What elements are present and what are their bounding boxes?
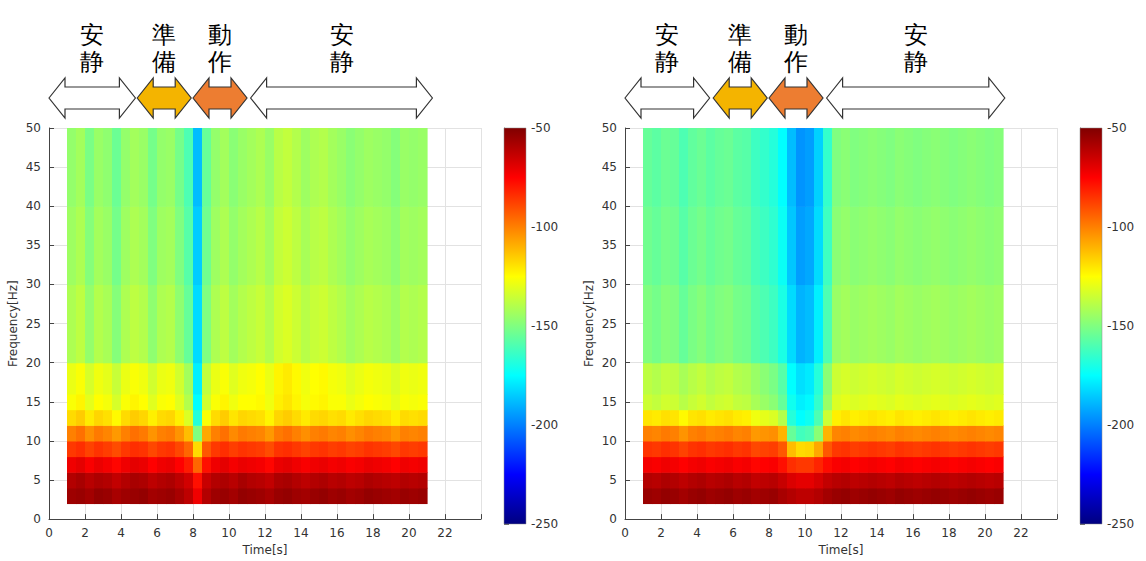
svg-text:安: 安 — [655, 21, 679, 49]
svg-text:静: 静 — [80, 48, 104, 76]
svg-text:6: 6 — [729, 526, 737, 540]
svg-text:-200: -200 — [1107, 418, 1134, 432]
svg-text:-250: -250 — [1107, 517, 1134, 531]
svg-text:0: 0 — [621, 526, 629, 540]
svg-text:22: 22 — [1013, 526, 1028, 540]
svg-text:安: 安 — [80, 21, 104, 49]
svg-text:2: 2 — [81, 526, 89, 540]
svg-text:安: 安 — [330, 21, 354, 49]
svg-text:備: 備 — [152, 48, 176, 76]
svg-text:Frequency[Hz]: Frequency[Hz] — [582, 280, 596, 367]
svg-text:10: 10 — [221, 526, 236, 540]
svg-text:10: 10 — [26, 434, 41, 448]
svg-text:18: 18 — [365, 526, 380, 540]
svg-text:作: 作 — [207, 48, 232, 76]
svg-text:準: 準 — [152, 21, 176, 49]
svg-text:14: 14 — [869, 526, 884, 540]
svg-text:6: 6 — [153, 526, 161, 540]
svg-text:-50: -50 — [531, 121, 551, 135]
svg-text:-150: -150 — [1107, 319, 1134, 333]
svg-text:10: 10 — [602, 434, 617, 448]
svg-text:4: 4 — [693, 526, 701, 540]
svg-text:14: 14 — [293, 526, 308, 540]
svg-text:20: 20 — [977, 526, 992, 540]
svg-text:静: 静 — [655, 48, 679, 76]
svg-text:8: 8 — [765, 526, 773, 540]
svg-text:50: 50 — [602, 121, 617, 135]
svg-text:-100: -100 — [1107, 220, 1134, 234]
svg-text:30: 30 — [602, 277, 617, 291]
svg-text:16: 16 — [905, 526, 920, 540]
svg-text:16: 16 — [329, 526, 344, 540]
svg-text:4: 4 — [117, 526, 125, 540]
svg-text:12: 12 — [257, 526, 272, 540]
svg-text:25: 25 — [602, 317, 617, 331]
svg-text:動: 動 — [784, 21, 808, 49]
svg-text:50: 50 — [26, 121, 41, 135]
svg-text:15: 15 — [602, 395, 617, 409]
svg-text:動: 動 — [208, 21, 232, 49]
svg-text:Time[s]: Time[s] — [242, 543, 288, 557]
svg-text:-50: -50 — [1107, 121, 1127, 135]
svg-text:35: 35 — [26, 238, 41, 252]
svg-text:作: 作 — [783, 48, 808, 76]
svg-text:8: 8 — [189, 526, 197, 540]
svg-text:2: 2 — [657, 526, 665, 540]
svg-text:準: 準 — [728, 21, 752, 49]
svg-text:0: 0 — [45, 526, 53, 540]
svg-text:備: 備 — [728, 48, 752, 76]
svg-text:Frequency[Hz]: Frequency[Hz] — [6, 280, 20, 367]
svg-text:10: 10 — [797, 526, 812, 540]
svg-text:Time[s]: Time[s] — [818, 543, 864, 557]
svg-text:22: 22 — [437, 526, 452, 540]
svg-text:-250: -250 — [531, 517, 558, 531]
svg-text:35: 35 — [602, 238, 617, 252]
svg-text:0: 0 — [33, 512, 41, 526]
svg-text:静: 静 — [330, 48, 354, 76]
svg-text:安: 安 — [904, 21, 928, 49]
svg-text:45: 45 — [26, 160, 41, 174]
svg-text:12: 12 — [833, 526, 848, 540]
svg-text:20: 20 — [26, 356, 41, 370]
svg-text:20: 20 — [401, 526, 416, 540]
svg-text:45: 45 — [602, 160, 617, 174]
svg-text:25: 25 — [26, 317, 41, 331]
svg-text:-150: -150 — [531, 319, 558, 333]
svg-text:5: 5 — [609, 473, 617, 487]
svg-text:40: 40 — [602, 199, 617, 213]
svg-text:5: 5 — [33, 473, 41, 487]
svg-text:20: 20 — [602, 356, 617, 370]
svg-text:0: 0 — [609, 512, 617, 526]
svg-text:-100: -100 — [531, 220, 558, 234]
svg-text:30: 30 — [26, 277, 41, 291]
svg-text:40: 40 — [26, 199, 41, 213]
svg-text:静: 静 — [904, 48, 928, 76]
svg-text:18: 18 — [941, 526, 956, 540]
svg-text:15: 15 — [26, 395, 41, 409]
svg-text:-200: -200 — [531, 418, 558, 432]
